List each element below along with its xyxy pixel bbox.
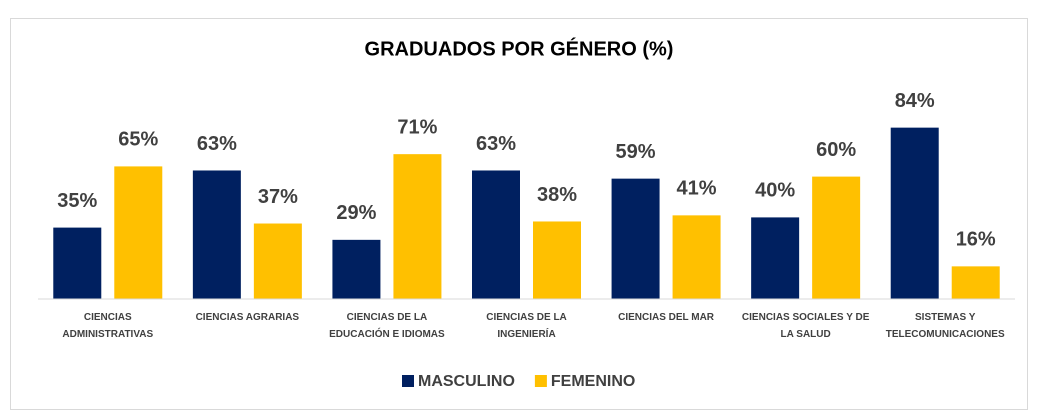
data-label: 84% <box>895 90 935 112</box>
bar <box>393 154 442 299</box>
legend-swatch <box>534 375 547 387</box>
x-tick-label: CIENCIAS ADMINISTRATIVAS <box>62 312 154 340</box>
x-tick-label: CIENCIAS DE LA INGENIERÍA <box>486 312 567 340</box>
data-label: 71% <box>397 116 437 138</box>
bar <box>812 176 861 299</box>
x-tick-label: CIENCIAS DEL MAR <box>618 312 715 323</box>
bar <box>472 170 520 299</box>
data-label: 63% <box>197 133 237 155</box>
legend-label: MASCULINO <box>418 373 515 390</box>
bar <box>332 239 381 299</box>
data-label: 40% <box>755 180 795 202</box>
data-label: 41% <box>677 178 717 200</box>
bar <box>192 170 241 299</box>
data-label: 37% <box>258 186 298 208</box>
bar <box>890 127 939 299</box>
data-label: 29% <box>336 202 376 224</box>
data-label: 16% <box>956 229 996 251</box>
bar <box>53 227 102 299</box>
x-tick-label: CIENCIAS DE LA EDUCACIÓN E IDIOMAS <box>329 312 445 340</box>
bar <box>951 266 1000 299</box>
data-label: 35% <box>57 190 97 212</box>
data-label: 59% <box>616 141 656 163</box>
data-label: 65% <box>118 129 158 151</box>
bar <box>751 217 800 299</box>
legend-label: FEMENINO <box>551 373 635 390</box>
bar <box>611 178 660 299</box>
x-tick-label: CIENCIAS SOCIALES Y DE LA SALUD <box>741 312 870 340</box>
data-label: 60% <box>816 139 856 161</box>
bar <box>533 221 581 299</box>
bar <box>672 215 721 299</box>
bar <box>114 166 163 299</box>
data-label: 63% <box>476 133 516 155</box>
x-tick-label: SISTEMAS Y TELECOMUNICACIONES <box>885 312 1005 340</box>
x-tick-label: CIENCIAS AGRARIAS <box>195 312 300 323</box>
data-label: 38% <box>537 184 577 206</box>
chart-title: GRADUADOS POR GÉNERO (%) <box>365 37 674 60</box>
legend-swatch <box>402 375 414 387</box>
bar <box>253 223 302 299</box>
